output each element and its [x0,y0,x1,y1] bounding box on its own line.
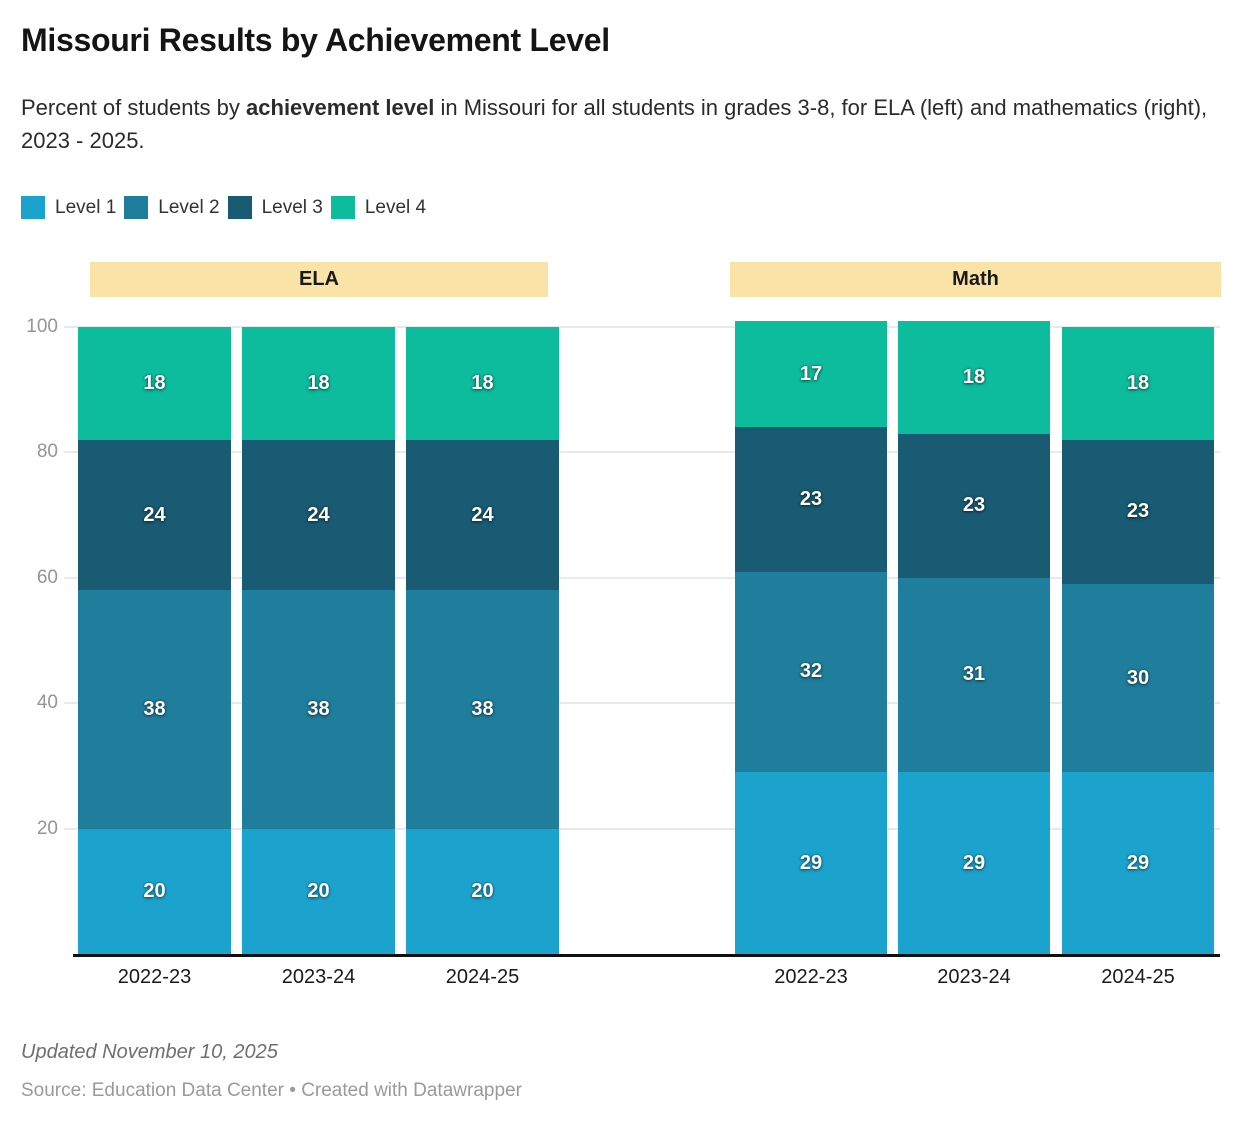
gridline-60 [64,576,1220,579]
level-4-swatch-icon [330,196,355,219]
bar-value-label: 17 [799,362,823,385]
bar-segment-level-4: 18 [242,327,395,440]
bar-segment-level-4: 18 [1062,327,1214,440]
y-axis-tick-label: 100 [26,316,58,337]
y-axis-tick-label: 20 [36,817,58,839]
bar-value-label: 23 [1126,500,1150,523]
bar-segment-level-4: 18 [898,320,1050,434]
bar-value-label: 20 [307,879,330,902]
bar-segment-level-3: 24 [78,439,231,591]
bar-segment-level-2: 30 [1062,584,1214,773]
y-axis-tick-label: 40 [36,692,58,714]
y-axis-tick-label: 80 [36,441,58,463]
legend-label: Level 2 [158,196,220,218]
bar-value-label: 29 [962,851,986,874]
legend-item-level-2: Level 2 [124,196,220,219]
bar-value-label: 29 [799,851,823,874]
bar-segment-level-3: 24 [406,439,559,591]
bar-value-label: 38 [143,697,166,720]
legend-item-level-3: Level 3 [227,196,323,219]
gridline-100 [64,326,1220,328]
bar-segment-level-4: 18 [406,327,559,440]
y-axis-tick-label: 60 [36,566,58,588]
bar-value-label: 18 [143,371,166,394]
chart-subtitle: Percent of students by achievement level… [21,91,1217,157]
level-1-swatch-icon [21,196,45,219]
legend-label: Level 4 [364,196,427,218]
bar-value-label: 18 [307,371,330,394]
x-axis-category-label: 2022-23 [117,966,192,988]
bar-value-label: 24 [143,503,166,526]
bar-segment-level-1: 20 [406,828,559,954]
updated-note: Updated November 10, 2025 [21,1041,278,1063]
x-axis-category-label: 2024-25 [1101,966,1175,988]
x-axis-category-label: 2024-25 [445,966,520,988]
bar-segment-level-4: 18 [78,327,231,440]
group-band-ela: ELA [90,262,548,297]
subtitle-text: Percent of students by [21,95,247,120]
bar-segment-level-1: 20 [242,828,395,954]
x-axis-baseline [73,954,1220,957]
bar-segment-level-1: 29 [898,772,1050,954]
bar-value-label: 30 [1126,666,1150,689]
gridline-20 [64,827,1220,830]
bar-segment-level-1: 29 [735,772,887,954]
bar-value-label: 32 [799,660,823,683]
subtitle-text-suffix: in Missouri for all students in grades 3… [21,95,1208,153]
source-note: Source: Education Data Center • Created … [21,1080,522,1101]
bar-value-label: 31 [962,663,986,686]
bar-segment-level-3: 23 [898,433,1050,578]
legend-item-level-1: Level 1 [21,196,116,219]
bar-segment-level-3: 24 [242,439,395,591]
bar-segment-level-1: 29 [1062,772,1214,954]
gridline-40 [64,702,1220,705]
bar-value-label: 38 [471,697,494,720]
level-3-swatch-icon [227,196,252,219]
bar-segment-level-2: 31 [898,577,1050,773]
bar-segment-level-3: 23 [735,427,887,572]
bar-value-label: 20 [143,879,166,902]
bar-value-label: 29 [1126,851,1150,874]
subtitle-bold-text: achievement level [246,95,435,120]
bar-value-label: 38 [307,697,330,720]
bar-segment-level-4: 17 [735,320,887,428]
bar-segment-level-2: 38 [406,590,559,829]
bar-value-label: 18 [962,365,986,388]
bar-segment-level-2: 38 [242,590,395,829]
legend: Level 1 Level 2 Level 3 Level 4 [21,196,434,219]
x-axis-category-label: 2023-24 [937,966,1011,988]
bar-segment-level-2: 38 [78,590,231,829]
page-title: Missouri Results by Achievement Level [21,22,610,58]
group-band-label: ELA [299,268,339,290]
bar-segment-level-2: 32 [735,571,887,773]
bar-value-label: 18 [1126,371,1150,394]
bar-value-label: 23 [799,487,823,510]
legend-label: Level 3 [261,196,323,218]
bar-value-label: 24 [307,503,330,526]
bar-segment-level-1: 20 [78,828,231,954]
legend-label: Level 1 [55,196,117,218]
bar-value-label: 18 [471,371,494,394]
bar-segment-level-3: 23 [1062,439,1214,585]
x-axis-category-label: 2022-23 [774,966,848,988]
gridline-80 [64,451,1220,454]
x-axis-category-label: 2023-24 [281,966,356,988]
bar-value-label: 20 [471,879,494,902]
bar-value-label: 23 [962,494,986,517]
group-band-math: Math [730,262,1221,297]
bar-value-label: 24 [471,503,494,526]
legend-item-level-4: Level 4 [330,196,427,219]
group-band-label: Math [952,268,999,290]
level-2-swatch-icon [124,196,149,219]
